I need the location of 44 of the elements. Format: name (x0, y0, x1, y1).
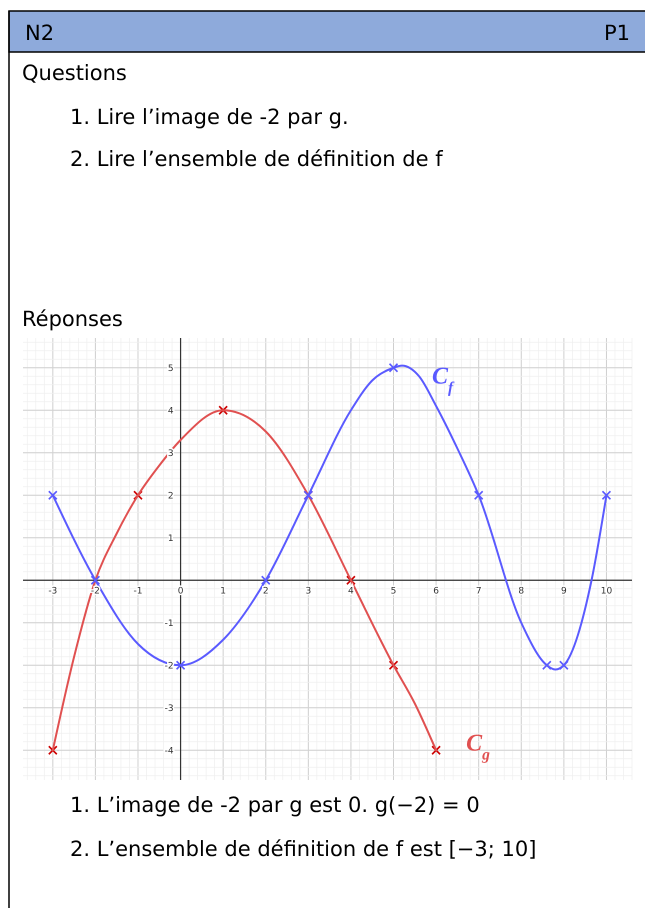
point (133, 490, 143, 500)
point (474, 490, 484, 500)
x-tick-label: 7 (476, 586, 482, 596)
point (431, 745, 441, 756)
x-tick-label: -3 (48, 586, 58, 596)
text: N2 (25, 21, 54, 45)
x-tick-label: 10 (600, 586, 612, 596)
text: 2. Lire l’ensemble de définition de f (70, 147, 444, 171)
point (176, 660, 186, 670)
y-tick-label: -1 (164, 618, 174, 629)
y-tick-label: 2 (168, 491, 174, 502)
text: 1. L’image de -2 par g est 0. g(−2) = 0 (70, 793, 480, 817)
point (602, 490, 612, 500)
text: 2. L’ensemble de définition de f est [−3; 10] (70, 837, 536, 861)
x-tick-label: 2 (262, 586, 269, 596)
y-tick-label: -4 (164, 746, 174, 756)
point (388, 362, 398, 373)
text: Questions (22, 61, 127, 85)
point (388, 660, 398, 670)
series-label: C$_{g}$ (466, 730, 490, 763)
y-tick-label: 5 (168, 364, 174, 374)
x-tick-label: 1 (220, 586, 226, 596)
point (218, 405, 228, 416)
x-tick-label: 8 (518, 586, 524, 596)
y-tick-label: 1 (168, 534, 174, 544)
x-tick-label: 3 (305, 586, 312, 596)
x-tick-label: 9 (560, 586, 567, 596)
point (542, 660, 552, 670)
point (90, 575, 100, 586)
point (559, 660, 569, 670)
point (48, 490, 58, 500)
x-tick-label: 5 (390, 586, 396, 596)
text: Réponses (22, 307, 123, 331)
x-tick-label: 4 (348, 586, 354, 596)
y-tick-label: -3 (164, 704, 174, 714)
point (346, 575, 356, 586)
text: 1. Lire l’image de -2 par g. (70, 105, 349, 129)
x-tick-label: 6 (433, 586, 440, 596)
series-label: C$_{f}$ (432, 364, 456, 396)
text: P1 (604, 21, 630, 45)
point (260, 575, 271, 586)
point (48, 745, 58, 756)
x-tick-label: -1 (133, 586, 142, 596)
y-tick-label: 4 (168, 406, 174, 416)
